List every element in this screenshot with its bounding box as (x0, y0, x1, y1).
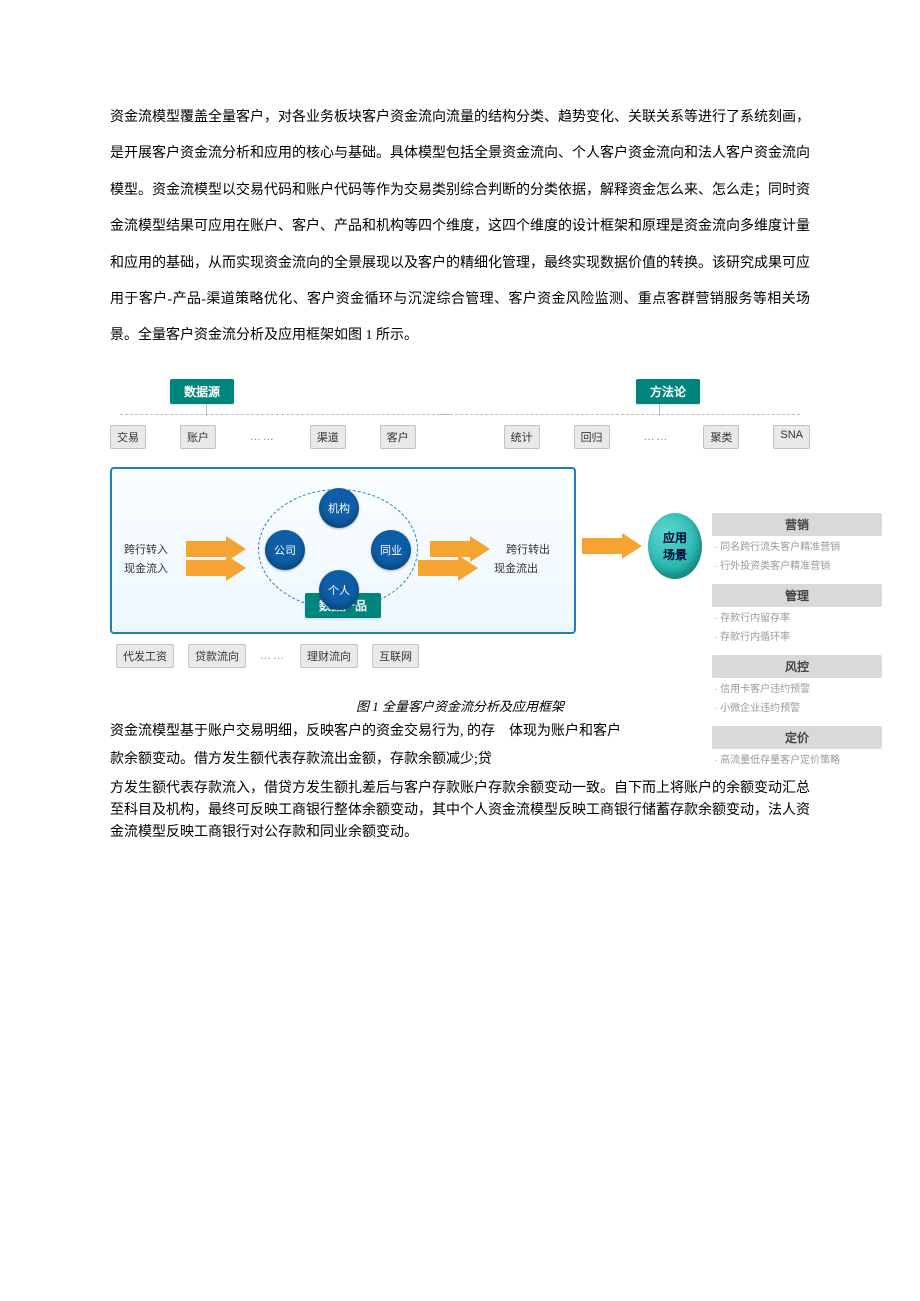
dots-1: …… (250, 431, 276, 443)
para2-line3: 方发生额代表存款流入，借贷方发生额扎差后与客户存款账户存款余额变动一致。自下而上… (110, 778, 810, 845)
node-org: 机构 (319, 488, 359, 528)
para2-line1: 资金流模型基于账户交易明细，反映客户的资金交易行为, 的存 体现为账户和客户 (110, 721, 810, 743)
scene-ellipse: 应用 场景 (648, 513, 702, 579)
label-out-bot: 现金流出 (494, 560, 550, 576)
dp-2: 贷款流向 (188, 644, 246, 668)
para2-line2: 款余额变动。借方发生额代表存款流出金额，存款余额减少;贷 (110, 749, 810, 771)
figure-1-diagram: 数据源 方法论 交易 账户 …… 渠道 客户 统计 回归 …… 聚类 SNA 跨… (110, 379, 810, 668)
r-bul-4a: · 高流量低存量客户定价策略 (712, 749, 882, 768)
main-model-frame: 跨行转入 机构 公司 同业 个人 跨行转出 现金流入 现金流出 数据产品 (110, 467, 576, 634)
figure-1-caption: 图 1 全量客户资金流分析及应用框架 (110, 696, 810, 715)
right-scene-list: 营销 · 同名跨行流失客户精准营销 · 行外投资类客户精准营销 管理 · 存款行… (712, 513, 882, 778)
meth-box-4: SNA (773, 425, 810, 449)
r-head-1: 营销 (712, 513, 882, 536)
meth-box-3: 聚类 (703, 425, 739, 449)
r-head-3: 风控 (712, 655, 882, 678)
dp-1: 代发工资 (116, 644, 174, 668)
r-bul-2b: · 存款行内循环率 (712, 626, 882, 645)
arrow-to-scene-icon (582, 533, 642, 559)
intro-paragraph: 资金流模型覆盖全量客户，对各业务板块客户资金流向流量的结构分类、趋势变化、关联关… (110, 100, 810, 355)
label-in-top: 跨行转入 (124, 541, 180, 557)
meth-box-1: 统计 (504, 425, 540, 449)
dots-3: …… (260, 650, 286, 662)
r-bul-2a: · 存款行内留存率 (712, 607, 882, 626)
dp-4: 互联网 (372, 644, 419, 668)
head-methodology: 方法论 (636, 379, 700, 404)
r-bul-3b: · 小微企业违约预警 (712, 697, 882, 716)
meth-box-2: 回归 (574, 425, 610, 449)
r-head-2: 管理 (712, 584, 882, 607)
label-out-top: 跨行转出 (506, 541, 562, 557)
node-person: 个人 (319, 570, 359, 610)
src-box-3: 渠道 (310, 425, 346, 449)
dots-2: …… (644, 431, 670, 443)
r-bul-1b: · 行外投资类客户精准营销 (712, 555, 882, 574)
arrow-in-bot-icon (186, 555, 246, 581)
r-bul-3a: · 信用卡客户违约预警 (712, 678, 882, 697)
dp-3: 理财流向 (300, 644, 358, 668)
node-company: 公司 (265, 530, 305, 570)
node-interbank: 同业 (371, 530, 411, 570)
r-bul-1a: · 同名跨行流失客户精准营销 (712, 536, 882, 555)
src-box-2: 账户 (180, 425, 216, 449)
data-product-row: 代发工资 贷款流向 …… 理财流向 互联网 (110, 644, 810, 668)
central-ellipse: 机构 公司 同业 个人 (258, 489, 418, 609)
src-box-4: 客户 (380, 425, 416, 449)
label-in-bot: 现金流入 (124, 560, 180, 576)
r-head-4: 定价 (712, 726, 882, 749)
src-box-1: 交易 (110, 425, 146, 449)
head-data-source: 数据源 (170, 379, 234, 404)
arrow-out-bot-icon (418, 555, 478, 581)
